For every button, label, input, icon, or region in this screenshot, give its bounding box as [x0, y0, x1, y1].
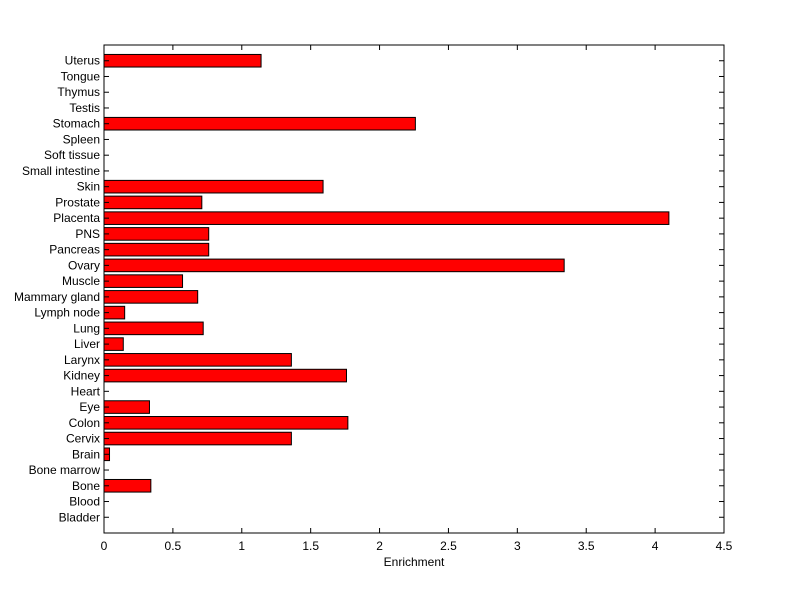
bar-larynx — [103, 353, 292, 367]
y-tick-label-lung: Lung — [73, 321, 100, 335]
x-tick-label-8: 4 — [652, 539, 659, 553]
bar-cervix — [103, 431, 292, 446]
x-ticks-group: 0 0.5 1 1.5 2 2.5 3 3.5 4 4.5 — [101, 45, 733, 553]
x-tick-label-2: 1 — [238, 539, 245, 553]
y-tick-label-colon: Colon — [69, 416, 100, 430]
x-tick-label-6: 3 — [514, 539, 521, 553]
y-tick-label-kidney: Kidney — [63, 369, 100, 383]
y-tick-label-liver: Liver — [74, 337, 100, 351]
y-tick-label-spleen: Spleen — [63, 132, 100, 146]
x-tick-label-0: 0 — [101, 539, 108, 553]
bar-ovary — [103, 258, 565, 273]
y-tick-label-pancreas: Pancreas — [49, 243, 100, 257]
x-tick-label-3: 1.5 — [302, 539, 319, 553]
x-tick-label-1: 0.5 — [165, 539, 182, 553]
y-tick-label-eye: Eye — [79, 400, 100, 414]
bar-placenta — [103, 211, 670, 225]
y-tick-label-placenta: Placenta — [53, 211, 100, 225]
y-tick-label-skin: Skin — [77, 180, 100, 194]
y-tick-label-cervix: Cervix — [66, 432, 100, 446]
y-tick-label-testis: Testis — [69, 101, 100, 115]
bar-pancreas — [103, 242, 210, 257]
bar-uterus — [103, 53, 262, 68]
y-tick-label-muscle: Muscle — [62, 274, 100, 288]
x-tick-label-9: 4.5 — [716, 539, 733, 553]
y-tick-label-heart: Heart — [71, 384, 101, 398]
x-tick-label-4: 2 — [376, 539, 383, 553]
bar-pns — [103, 227, 210, 241]
y-tick-label-tongue: Tongue — [61, 69, 101, 83]
y-tick-label-bone-marrow: Bone marrow — [29, 463, 101, 477]
y-tick-label-bone: Bone — [72, 479, 100, 493]
bar-colon — [103, 416, 349, 430]
y-tick-label-brain: Brain — [72, 447, 100, 461]
bar-bone — [103, 478, 152, 493]
y-tick-label-mammary-gland: Mammary gland — [14, 290, 100, 304]
bar-eye — [103, 400, 150, 414]
x-axis-label: Enrichment — [384, 555, 445, 569]
y-tick-label-ovary: Ovary — [68, 258, 100, 272]
y-tick-label-stomach: Stomach — [53, 117, 100, 131]
y-tick-label-bladder: Bladder — [59, 510, 100, 524]
y-tick-label-blood: Blood — [69, 495, 100, 509]
y-tick-label-larynx: Larynx — [64, 353, 100, 367]
y-tick-label-uterus: Uterus — [65, 54, 100, 68]
y-tick-label-pns: PNS — [75, 227, 100, 241]
y-tick-label-small-intestine: Small intestine — [22, 164, 100, 178]
y-tick-label-soft-tissue: Soft tissue — [44, 148, 100, 162]
bar-stomach — [103, 116, 416, 131]
x-tick-label-7: 3.5 — [578, 539, 595, 553]
y-tick-label-prostate: Prostate — [55, 195, 100, 209]
bar-muscle — [103, 274, 184, 288]
bar-prostate — [103, 195, 203, 210]
axes-frame — [103, 44, 725, 534]
y-tick-label-thymus: Thymus — [57, 85, 100, 99]
y-tick-label-lymph-node: Lymph node — [34, 306, 100, 320]
x-tick-label-5: 2.5 — [440, 539, 457, 553]
bar-skin — [103, 179, 324, 194]
bar-kidney — [103, 368, 347, 383]
bar-lung — [103, 321, 204, 336]
bar-mammary-gland — [103, 290, 199, 304]
